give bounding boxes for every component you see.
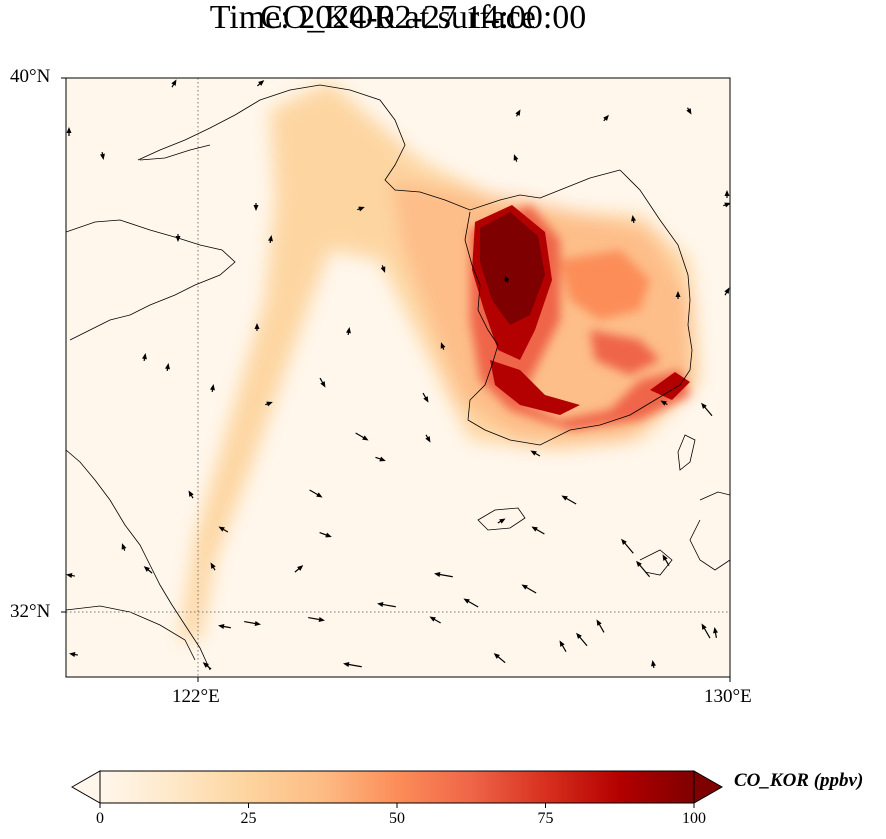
wind-arrow [357,206,365,212]
wind-arrow [142,353,147,362]
wind-arrow [636,560,651,578]
wind-arrow [218,526,229,533]
wind-arrow [165,363,170,372]
colorbar-gradient [99,770,695,804]
wind-arrow [429,616,441,624]
wind-arrow [253,203,259,211]
wind-arrow [596,619,605,633]
colorbar-tick-50: 50 [389,810,405,827]
wind-arrow [308,616,325,622]
wind-arrow [375,456,386,462]
colorbar-tick-25: 25 [240,810,257,827]
wind-arrow [686,107,692,115]
wind-arrow [530,450,541,457]
wind-arrow [425,434,431,443]
wind-arrow [493,653,506,664]
wind-arrow [171,79,177,88]
wind-arrow [724,190,730,198]
wind-arrow [319,377,326,388]
colorbar-tick-0: 0 [96,810,104,827]
colorbar-tick-100: 100 [682,810,706,827]
wind-arrow [188,490,194,499]
map-frame [65,77,731,678]
lon-label-130e: 130°E [704,686,752,707]
wind-arrow [434,572,453,578]
wind-arrow [631,215,636,224]
wind-arrow [515,109,521,117]
wind-arrow [531,526,545,535]
wind-arrow [662,554,670,566]
wind-arrow [440,342,446,350]
colorbar-max-extend [693,770,724,804]
wind-arrow [561,495,577,505]
wind-arrow [254,323,260,331]
wind-arrow [497,518,506,524]
wind-arrow [380,265,386,273]
wind-arrow [268,235,273,244]
wind-arrow [343,662,362,668]
colorbar-tick-75: 75 [537,810,554,827]
wind-arrow [69,652,79,657]
wind-arrow [660,400,668,406]
wind-arrow [513,154,519,162]
wind-arrow [355,432,369,441]
wind-arrow [701,623,711,639]
wind-arrow [576,632,588,647]
wind-arrow [175,234,181,242]
lat-label-40n: 40°N [10,66,51,87]
wind-arrow [202,662,212,670]
wind-arrow [100,151,105,160]
wind-arrow [377,602,396,608]
wind-arrow [559,640,567,652]
concentration-field [180,82,700,640]
wind-arrow [346,327,351,336]
wind-arrow [713,627,718,638]
wind-arrow [504,275,510,283]
wind-arrow [603,114,609,122]
wind-arrow [319,532,332,538]
wind-arrow [621,538,634,554]
wind-arrow [265,401,273,407]
wind-arrow [244,620,261,626]
coastlines [66,84,730,671]
map-title-line-2: Time: 2024-02-27 14:00:00 [209,0,587,36]
wind-arrow [294,565,304,573]
colorbar-min-extend [70,770,101,804]
wind-arrow [422,392,429,403]
wind-arrow [218,624,231,629]
wind-arrow [724,287,730,296]
wind-arrow [701,402,713,417]
lat-label-32n: 32°N [10,601,51,622]
wind-arrow [463,598,479,608]
colorbar-label: CO_KOR (ppbv) [734,770,864,791]
wind-arrow [210,384,215,393]
wind-vectors [66,79,730,670]
wind-arrow [66,127,72,136]
lon-label-122e: 122°E [172,686,220,707]
wind-arrow [675,291,681,299]
wind-arrow [651,660,656,669]
wind-arrow [521,584,537,594]
wind-arrow [257,80,265,87]
wind-arrow [309,489,323,498]
wind-arrow [121,543,127,551]
wind-arrow [66,573,76,578]
wind-arrow [210,562,216,571]
wind-arrow [143,566,153,574]
wind-arrow [723,202,730,208]
map-title-line-1: CO_KOR at surface [260,0,536,36]
